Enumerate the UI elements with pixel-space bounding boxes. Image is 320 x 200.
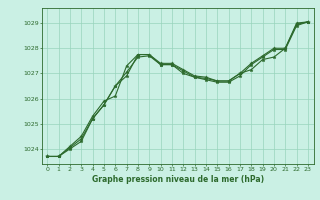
X-axis label: Graphe pression niveau de la mer (hPa): Graphe pression niveau de la mer (hPa) [92,175,264,184]
